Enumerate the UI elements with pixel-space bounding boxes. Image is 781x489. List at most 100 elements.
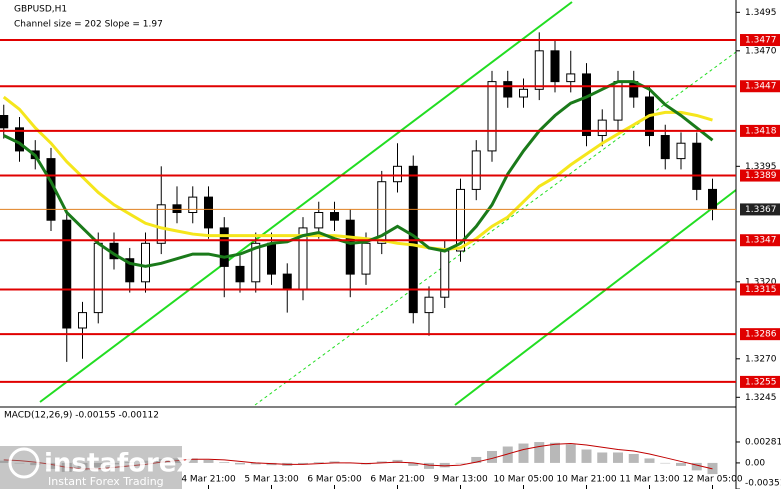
macd-bar (660, 462, 671, 464)
candle-body (393, 165, 402, 183)
candle-body (582, 73, 591, 137)
macd-bar (124, 462, 135, 463)
candle-body (456, 188, 465, 252)
level-label: 1.3389 (745, 171, 777, 181)
candle-body (219, 227, 229, 267)
candle-body (141, 242, 150, 283)
level-label: 1.3315 (745, 285, 777, 295)
macd-signal (3, 443, 713, 470)
x-tick-label: 11 Mar 13:00 (619, 475, 679, 485)
macd-bar (550, 442, 560, 463)
price-label: 1.3367 (745, 205, 777, 215)
channel-upper (39, 1, 573, 403)
candle-body (62, 219, 72, 329)
level-label: 1.3477 (745, 36, 777, 46)
candle-body (708, 188, 717, 210)
candle-body (550, 50, 560, 83)
x-tick-label: 12 Mar 05:00 (682, 475, 742, 485)
macd-bar (581, 449, 592, 463)
channel (39, 1, 737, 406)
candle-body (251, 242, 261, 283)
macd-bar (250, 462, 261, 465)
level-box (740, 375, 780, 388)
level-box (740, 169, 780, 182)
macd-bar (613, 452, 623, 463)
macd-tick-label: 0.00281 (745, 437, 781, 447)
channel-lower (454, 189, 737, 406)
macd-bar (235, 462, 245, 465)
x-tick-label: 9 Mar 13:00 (433, 475, 488, 485)
chart-subtitle: Channel size = 202 Slope = 1.97 (14, 20, 163, 30)
candle-body (204, 196, 213, 229)
x-tick-label: 10 Mar 05:00 (493, 475, 553, 485)
macd-bar (424, 462, 434, 469)
x-tick-label: 5 Mar 13:00 (244, 475, 299, 485)
level-box (740, 34, 780, 47)
y-tick-label: 1.3395 (745, 162, 777, 172)
watermark-bg (0, 446, 182, 489)
candle-body (534, 50, 544, 90)
macd-bar (565, 444, 576, 463)
macd-tick-label: 0.00 (745, 458, 765, 468)
macd-bar (534, 442, 545, 463)
level-box (740, 283, 780, 296)
y-tick-label: 1.3245 (745, 393, 777, 403)
watermark-tagline: Instant Forex Trading (48, 475, 164, 488)
chart-title: GBPUSD,H1 (14, 5, 67, 15)
macd-bar (219, 462, 230, 463)
candle-body (188, 196, 198, 214)
macd-bar (502, 446, 513, 463)
level-label: 1.3286 (745, 330, 777, 340)
x-tick-label: 10 Mar 21:00 (556, 475, 616, 485)
level-label: 1.3447 (745, 82, 777, 92)
candle-body (235, 265, 245, 283)
macd-bar (203, 459, 214, 463)
candle-body (78, 312, 87, 329)
macd-bar (518, 443, 529, 463)
candle-body (377, 181, 387, 244)
level-label: 1.3347 (745, 236, 777, 246)
candle-body (519, 88, 528, 98)
macd-title: MACD(12,26,9) -0.00155 -0.00112 (4, 411, 159, 421)
moving-average (3, 80, 714, 268)
candle-body (503, 81, 513, 98)
candle-body (676, 142, 686, 160)
macd-bar (298, 462, 308, 465)
candle-body (692, 142, 702, 190)
macd-bar (644, 458, 655, 463)
candle-body (345, 219, 355, 275)
macd-bar (455, 462, 466, 464)
macd-bar (156, 459, 167, 463)
macd-tick-label: -0.00351 (745, 479, 781, 489)
level-box (740, 124, 780, 137)
y-tick-label: 1.3320 (745, 277, 777, 287)
candle-body (424, 296, 434, 314)
level-box (740, 234, 780, 247)
macd-bar (628, 453, 639, 463)
candle-body (330, 212, 339, 221)
candle-body (93, 242, 103, 314)
macd-bar (109, 462, 119, 465)
macd-bar (376, 461, 387, 463)
macd-bar (30, 462, 41, 466)
x-tick-label: 4 Mar 21:00 (181, 475, 236, 485)
candle-body (267, 242, 276, 275)
macd-bar (187, 458, 198, 463)
macd-bar (93, 462, 104, 468)
x-tick-label: 6 Mar 21:00 (370, 475, 425, 485)
macd-bar (329, 461, 340, 463)
candle-body (0, 114, 9, 129)
macd-bar (0, 460, 9, 463)
candle-body (660, 135, 670, 160)
macd-bar (471, 456, 482, 463)
macd-bar (392, 459, 403, 463)
watermark-logo (8, 447, 40, 479)
candle-body (361, 242, 371, 275)
watermark: instaforex Instant Forex Trading (0, 446, 194, 489)
candle-body (125, 258, 135, 283)
macd-bar (597, 452, 608, 463)
macd-bar (691, 462, 702, 471)
candle-body (282, 273, 292, 291)
macd-bar (408, 462, 419, 466)
